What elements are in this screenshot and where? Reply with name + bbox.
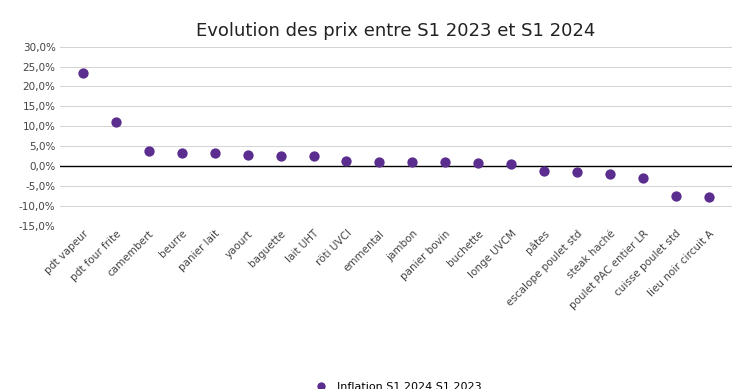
Point	[77, 70, 89, 76]
Point	[308, 153, 320, 159]
Point	[241, 152, 253, 158]
Title: Evolution des prix entre S1 2023 et S1 2024: Evolution des prix entre S1 2023 et S1 2…	[196, 21, 595, 40]
Point	[176, 150, 187, 156]
Point	[505, 161, 517, 167]
Point	[406, 159, 418, 165]
Point	[439, 159, 451, 165]
Point	[208, 150, 220, 156]
Point	[670, 193, 682, 199]
Legend: Inflation S1 2024 S1 2023: Inflation S1 2024 S1 2023	[306, 378, 486, 389]
Point	[472, 160, 484, 166]
Point	[143, 148, 155, 154]
Point	[110, 119, 122, 125]
Point	[341, 158, 353, 164]
Point	[275, 152, 287, 159]
Point	[571, 169, 583, 175]
Point	[539, 168, 551, 174]
Point	[374, 159, 385, 165]
Point	[703, 194, 715, 200]
Point	[604, 171, 616, 177]
Point	[637, 175, 649, 181]
